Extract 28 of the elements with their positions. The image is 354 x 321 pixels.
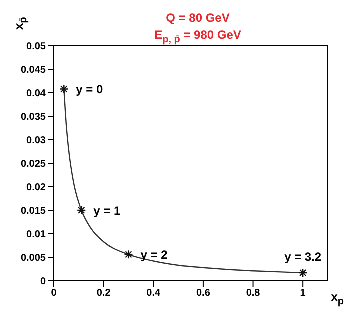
y-tick-label: 0 [40,276,46,288]
y-tick-label: 0.02 [26,182,46,194]
y-tick-label: 0.025 [20,159,46,170]
y-tick-label: 0.01 [26,230,46,241]
annotation: y = 2 [140,248,168,262]
annotation: y = 3.2 [284,250,322,264]
annotation: y = 1 [94,204,121,218]
y-tick-label: 0.03 [26,136,46,147]
point [298,268,308,278]
x-tick-label: 0.2 [96,288,112,300]
y-tick-label: 0.035 [20,112,46,124]
x-tick-label: 0.4 [146,288,162,300]
annotation: y = 0 [76,82,104,96]
x-tick-label: 0 [51,288,58,300]
x-tick-label: 1 [300,288,306,300]
y-tick-label: 0.015 [20,206,46,218]
chart-title: Q = 80 GeV [165,10,231,27]
point [124,250,134,260]
x-tick-label: 0.6 [196,288,211,300]
y-tick-label: 0.045 [20,65,46,76]
chart-subtitle: E$_{p, p̄}$ = 980 GeV [154,27,242,48]
y-tick-label: 0.005 [20,253,46,264]
x-axis-title: x$_{p}$ [331,290,344,308]
point [60,84,69,94]
y-tick-label: 0.05 [26,42,46,53]
x-tick-label: 0.8 [246,288,261,300]
point [77,206,86,216]
y-tick-label: 0.04 [26,88,46,100]
